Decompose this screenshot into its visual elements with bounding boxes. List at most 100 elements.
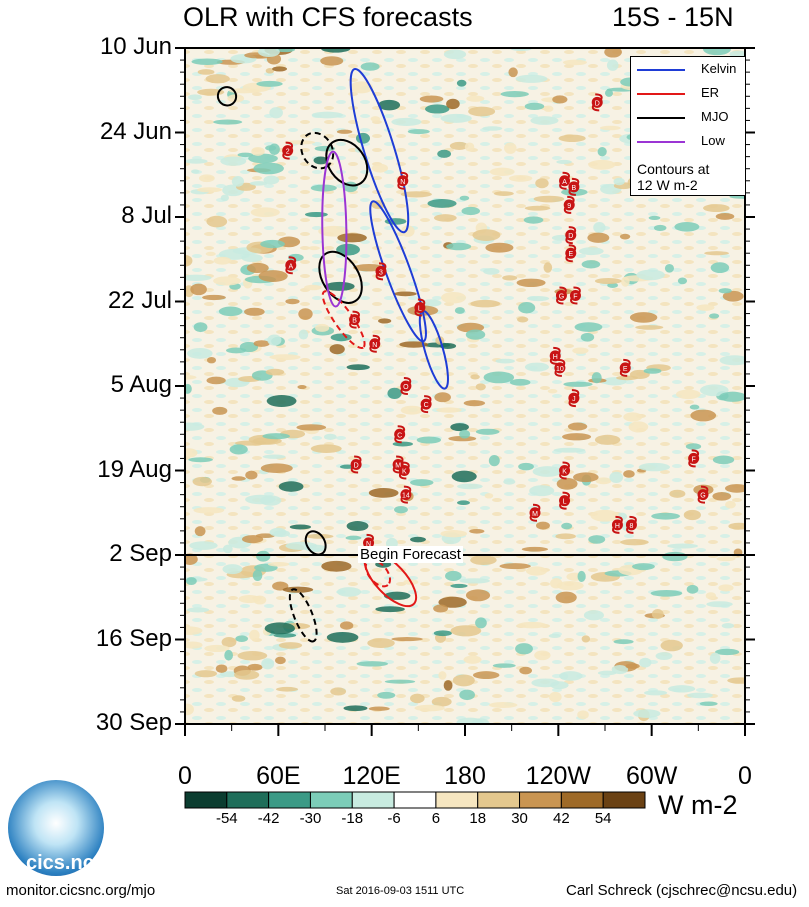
olr-anomaly-cell bbox=[485, 242, 514, 253]
cyclone-arms-icon bbox=[420, 395, 432, 414]
olr-anomaly-cell bbox=[241, 253, 263, 263]
olr-anomaly-cell bbox=[298, 308, 313, 320]
olr-anomaly-cell bbox=[529, 485, 555, 497]
olr-anomaly-cell bbox=[687, 692, 713, 699]
cyclone-symbol: C bbox=[420, 395, 432, 414]
olr-anomaly-cell bbox=[594, 278, 622, 285]
cyclone-name: K bbox=[562, 469, 567, 476]
olr-anomaly-cell bbox=[577, 710, 589, 720]
olr-anomaly-cell bbox=[197, 69, 215, 75]
legend-swatch-low bbox=[637, 141, 685, 143]
cyclone-arms-icon bbox=[398, 461, 410, 480]
olr-anomaly-cell bbox=[533, 195, 565, 203]
olr-anomaly-cell bbox=[326, 631, 359, 643]
olr-anomaly-cell bbox=[530, 116, 559, 125]
olr-anomaly-cell bbox=[440, 113, 472, 123]
olr-anomaly-cell bbox=[416, 436, 442, 444]
olr-anomaly-cell bbox=[198, 174, 215, 183]
cyclone-name: 8 bbox=[629, 523, 633, 530]
olr-anomaly-cell bbox=[573, 472, 599, 483]
olr-anomaly-cell bbox=[704, 251, 730, 256]
cyclone-symbol: A bbox=[285, 256, 297, 275]
cyclone-symbol: 2 bbox=[282, 141, 294, 160]
olr-anomaly-cell bbox=[509, 378, 531, 386]
olr-anomaly-cell bbox=[703, 48, 731, 56]
olr-anomaly-cell bbox=[339, 621, 354, 630]
olr-anomaly-field bbox=[185, 48, 745, 724]
olr-anomaly-cell bbox=[282, 586, 314, 593]
olr-anomaly-cell bbox=[237, 152, 254, 158]
olr-anomaly-cell bbox=[463, 400, 486, 407]
cyclone-core bbox=[565, 229, 577, 241]
cyclone-core bbox=[688, 452, 700, 464]
olr-anomaly-cell bbox=[262, 454, 286, 459]
olr-anomaly-cell bbox=[567, 422, 588, 431]
cyclone-name: O bbox=[403, 384, 409, 391]
olr-anomaly-cell bbox=[289, 524, 312, 530]
olr-anomaly-cell bbox=[401, 225, 415, 237]
cyclone-name: D bbox=[568, 233, 573, 240]
olr-anomaly-cell bbox=[256, 550, 271, 562]
y-tick-label: 5 Aug bbox=[110, 371, 172, 398]
olr-anomaly-cell bbox=[633, 709, 661, 718]
logo-text: cics.nc bbox=[26, 852, 94, 874]
olr-anomaly-cell bbox=[346, 364, 370, 371]
olr-anomaly-cell bbox=[433, 214, 457, 222]
olr-anomaly-cell bbox=[249, 629, 260, 641]
x-tick-label: 0 bbox=[178, 762, 192, 790]
wave-contour-kelvin bbox=[369, 200, 427, 343]
cyclone-arms-icon bbox=[285, 256, 297, 275]
legend-contour-note-line1: Contours at bbox=[637, 161, 710, 177]
cyclone-arms-icon bbox=[559, 461, 570, 480]
cyclone-arms-icon bbox=[282, 141, 294, 160]
cyclone-arms-icon bbox=[591, 93, 603, 112]
olr-anomaly-cell bbox=[588, 535, 606, 544]
olr-anomaly-cell bbox=[269, 354, 301, 361]
olr-anomaly-cell bbox=[611, 665, 629, 675]
olr-anomaly-cell bbox=[191, 58, 223, 65]
olr-anomaly-cell bbox=[185, 374, 197, 380]
olr-anomaly-cell bbox=[252, 569, 263, 581]
colorbar-swatch bbox=[351, 791, 395, 809]
olr-anomaly-cell bbox=[400, 405, 424, 415]
cyclone-symbol: D bbox=[350, 455, 362, 474]
olr-anomaly-cell bbox=[516, 278, 546, 288]
olr-anomaly-cell bbox=[377, 691, 396, 699]
olr-anomaly-cell bbox=[459, 195, 470, 201]
cyclone-arms-icon bbox=[349, 310, 360, 329]
olr-anomaly-cell bbox=[330, 333, 352, 342]
wave-contour-er bbox=[364, 558, 392, 588]
legend-swatch-kelvin bbox=[637, 69, 685, 71]
cyclone-symbol: A bbox=[559, 171, 571, 190]
cyclone-name: A bbox=[562, 179, 567, 186]
cyclone-core bbox=[375, 265, 387, 277]
colorbar-label: -30 bbox=[299, 810, 322, 827]
olr-anomaly-cell bbox=[508, 174, 533, 182]
olr-anomaly-cell bbox=[518, 462, 534, 471]
colorbar bbox=[184, 791, 646, 809]
olr-anomaly-cell bbox=[275, 48, 296, 53]
olr-anomaly-cell bbox=[378, 318, 392, 324]
olr-anomaly-cell bbox=[690, 409, 717, 422]
olr-anomaly-cell bbox=[218, 306, 243, 317]
olr-anomaly-cell bbox=[260, 463, 293, 474]
legend-label-kelvin: Kelvin bbox=[701, 61, 737, 76]
cyclone-arms-icon bbox=[626, 515, 637, 534]
cyclone-symbol: N bbox=[369, 334, 381, 353]
olr-anomaly-cell bbox=[495, 358, 515, 364]
cyclone-core bbox=[559, 175, 571, 187]
olr-anomaly-cell bbox=[587, 232, 610, 243]
olr-anomaly-cell bbox=[213, 119, 243, 125]
olr-anomaly-cell bbox=[470, 555, 497, 566]
olr-anomaly-cell bbox=[237, 651, 268, 661]
cyclone-name: C bbox=[397, 432, 402, 439]
olr-anomaly-cell bbox=[578, 247, 604, 256]
olr-anomaly-cell bbox=[710, 262, 730, 274]
cics-nc-logo: cics.nc bbox=[8, 780, 110, 882]
cyclone-arms-icon bbox=[559, 171, 570, 190]
olr-anomaly-cell bbox=[475, 617, 487, 629]
olr-anomaly-cell bbox=[433, 630, 452, 637]
cyclone-symbol: F bbox=[688, 449, 700, 468]
olr-anomaly-cell bbox=[547, 388, 558, 394]
olr-anomaly-cell bbox=[515, 74, 548, 83]
